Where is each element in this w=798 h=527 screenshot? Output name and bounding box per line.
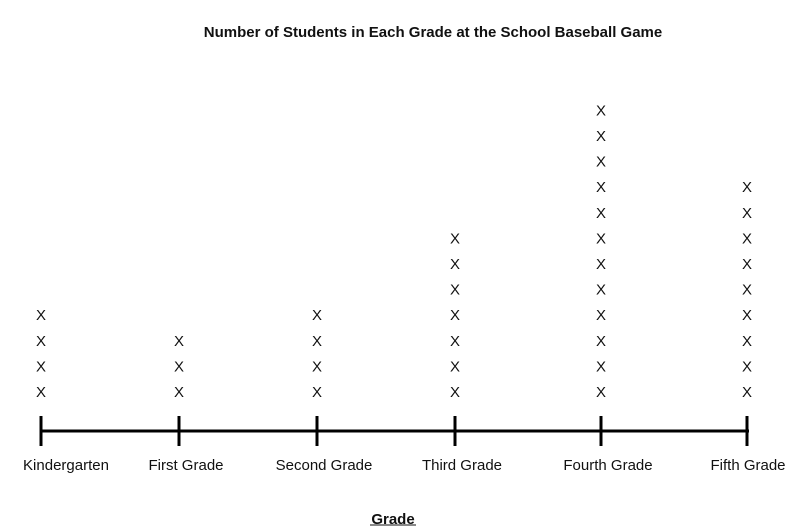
x-mark-fifth-grade: X bbox=[742, 179, 752, 196]
x-mark-second-grade: X bbox=[312, 307, 322, 324]
x-mark-kindergarten: X bbox=[36, 358, 46, 375]
x-mark-first-grade: X bbox=[174, 358, 184, 375]
x-axis-label: Grade bbox=[371, 511, 414, 527]
x-mark-fifth-grade: X bbox=[742, 282, 752, 299]
x-mark-fifth-grade: X bbox=[742, 307, 752, 324]
x-mark-fourth-grade: X bbox=[596, 358, 606, 375]
x-mark-kindergarten: X bbox=[36, 333, 46, 350]
x-mark-first-grade: X bbox=[174, 333, 184, 350]
x-mark-fourth-grade: X bbox=[596, 282, 606, 299]
chart-title: Number of Students in Each Grade at the … bbox=[204, 24, 662, 41]
x-mark-fourth-grade: X bbox=[596, 256, 606, 273]
tick-label-fifth-grade: Fifth Grade bbox=[710, 457, 785, 474]
x-mark-fifth-grade: X bbox=[742, 230, 752, 247]
x-mark-kindergarten: X bbox=[36, 384, 46, 401]
x-mark-fourth-grade: X bbox=[596, 333, 606, 350]
x-mark-fourth-grade: X bbox=[596, 128, 606, 145]
x-mark-fifth-grade: X bbox=[742, 205, 752, 222]
x-mark-third-grade: X bbox=[450, 358, 460, 375]
x-mark-fourth-grade: X bbox=[596, 205, 606, 222]
tick-label-third-grade: Third Grade bbox=[422, 457, 502, 474]
tick-label-fourth-grade: Fourth Grade bbox=[563, 457, 652, 474]
x-mark-third-grade: X bbox=[450, 333, 460, 350]
x-mark-fifth-grade: X bbox=[742, 384, 752, 401]
x-mark-fourth-grade: X bbox=[596, 307, 606, 324]
x-mark-fourth-grade: X bbox=[596, 384, 606, 401]
x-mark-fourth-grade: X bbox=[596, 102, 606, 119]
x-mark-third-grade: X bbox=[450, 384, 460, 401]
tick-label-kindergarten: Kindergarten bbox=[23, 457, 109, 474]
x-mark-kindergarten: X bbox=[36, 307, 46, 324]
x-mark-third-grade: X bbox=[450, 282, 460, 299]
x-mark-fourth-grade: X bbox=[596, 154, 606, 171]
x-mark-fifth-grade: X bbox=[742, 256, 752, 273]
x-mark-fifth-grade: X bbox=[742, 358, 752, 375]
x-mark-third-grade: X bbox=[450, 230, 460, 247]
x-mark-first-grade: X bbox=[174, 384, 184, 401]
x-mark-third-grade: X bbox=[450, 256, 460, 273]
tick-label-second-grade: Second Grade bbox=[276, 457, 373, 474]
x-mark-second-grade: X bbox=[312, 358, 322, 375]
tick-label-group: Kindergarten First Grade Second Grade Third… bbox=[23, 457, 785, 474]
x-mark-fourth-grade: X bbox=[596, 179, 606, 196]
tick-group bbox=[39, 416, 749, 446]
x-mark-third-grade: X bbox=[450, 307, 460, 324]
x-mark-fourth-grade: X bbox=[596, 230, 606, 247]
x-mark-second-grade: X bbox=[312, 333, 322, 350]
x-mark-fifth-grade: X bbox=[742, 333, 752, 350]
x-mark-second-grade: X bbox=[312, 384, 322, 401]
tick-label-first-grade: First Grade bbox=[148, 457, 223, 474]
